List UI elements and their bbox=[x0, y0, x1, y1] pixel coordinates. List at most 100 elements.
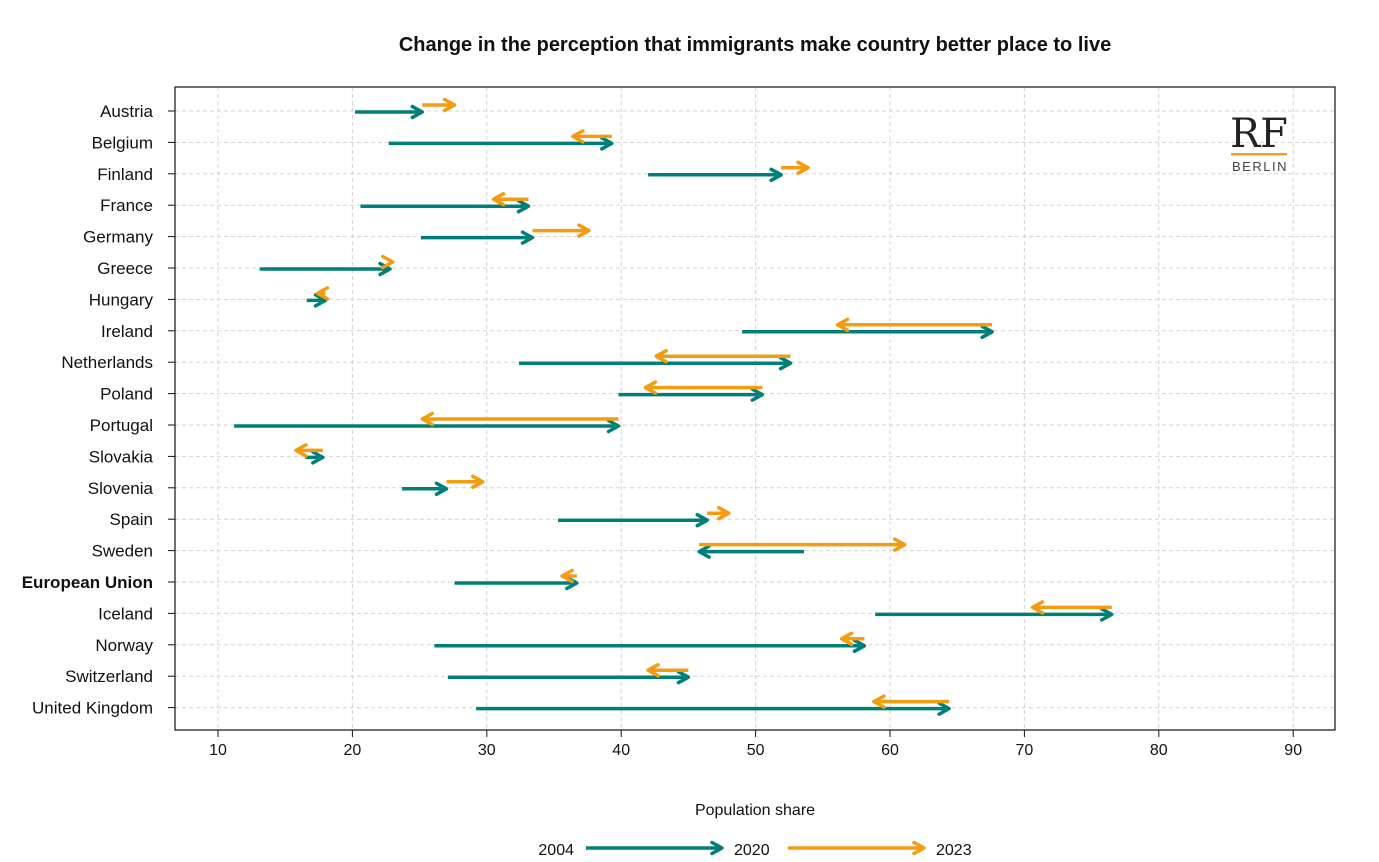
arrow-2020-2023-belgium-head bbox=[571, 129, 585, 144]
arrow-2004-2020-ireland-head bbox=[980, 324, 994, 340]
x-tick-label-90: 90 bbox=[1284, 742, 1302, 759]
arrow-2004-2020-france-head bbox=[516, 198, 531, 214]
arrow-2020-2023-spain bbox=[707, 505, 731, 521]
plot-frame bbox=[174, 86, 1336, 731]
arrow-2004-2020-united-kingdom-head bbox=[937, 701, 951, 716]
arrow-2020-2023-european-union bbox=[560, 568, 577, 584]
y-tick-label-portugal: Portugal bbox=[90, 416, 153, 435]
arrow-2004-2020-slovenia bbox=[402, 481, 449, 497]
arrow-2004-2020-finland-head bbox=[769, 167, 783, 183]
legend-arrow-teal-head bbox=[710, 840, 724, 856]
y-tick-label-netherlands: Netherlands bbox=[61, 353, 153, 372]
y-tick-label-united-kingdom: United Kingdom bbox=[32, 699, 153, 718]
x-tick-label-80: 80 bbox=[1150, 742, 1168, 759]
arrow-2020-2023-greece bbox=[380, 254, 395, 270]
arrow-2004-2020-poland-head bbox=[750, 387, 765, 402]
arrow-2020-2023-norway-head bbox=[839, 631, 854, 647]
arrow-2020-2023-switzerland-head bbox=[646, 662, 660, 678]
arrow-2004-2020-slovenia-head bbox=[434, 481, 449, 497]
y-tick-label-slovenia: Slovenia bbox=[88, 479, 154, 498]
legend-label-2023: 2023 bbox=[936, 842, 972, 859]
x-tick-label-20: 20 bbox=[344, 742, 362, 759]
y-tick-label-spain: Spain bbox=[110, 510, 153, 529]
legend-label-2020: 2020 bbox=[734, 842, 770, 859]
arrow-2004-2020-austria bbox=[355, 104, 425, 120]
arrow-2020-2023-sweden bbox=[699, 537, 907, 552]
arrow-2004-2020-france bbox=[360, 198, 531, 214]
arrow-2020-2023-slovenia bbox=[446, 474, 485, 490]
x-tick-label-10: 10 bbox=[209, 742, 227, 759]
y-tick-label-germany: Germany bbox=[83, 228, 153, 247]
y-tick-label-norway: Norway bbox=[95, 636, 153, 655]
arrow-2020-2023-united-kingdom bbox=[872, 694, 950, 709]
arrow-2004-2020-spain-head bbox=[695, 512, 709, 528]
arrow-2020-2023-finland bbox=[781, 160, 810, 176]
arrow-2004-2020-poland bbox=[618, 387, 765, 402]
arrow-2004-2020-european-union bbox=[454, 575, 579, 591]
arrow-series bbox=[234, 97, 1114, 716]
arrow-2004-2020-sweden-head bbox=[697, 544, 711, 559]
arrow-2020-2023-ireland bbox=[835, 317, 993, 333]
logo-rf-text: RF bbox=[1230, 111, 1288, 157]
arrow-2020-2023-netherlands-head bbox=[654, 348, 668, 364]
grid bbox=[175, 87, 1335, 730]
arrow-2004-2020-greece bbox=[259, 261, 392, 277]
arrow-2004-2020-ireland bbox=[742, 324, 994, 340]
legend-arrow-2020-2023 bbox=[788, 840, 926, 856]
arrow-2020-2023-spain-head bbox=[716, 505, 731, 521]
legend-label-2004: 2004 bbox=[538, 842, 574, 859]
legend-arrow-orange-head bbox=[912, 840, 926, 856]
arrow-2020-2023-portugal bbox=[420, 411, 619, 427]
arrow-2004-2020-sweden bbox=[697, 544, 804, 559]
arrow-2020-2023-sweden-head bbox=[893, 537, 907, 552]
arrow-2020-2023-belgium bbox=[571, 129, 612, 144]
arrow-2004-2020-spain bbox=[558, 512, 709, 528]
y-tick-label-switzerland: Switzerland bbox=[65, 667, 153, 686]
y-tick-label-iceland: Iceland bbox=[98, 604, 153, 623]
y-tick-label-sweden: Sweden bbox=[92, 542, 153, 561]
y-tick-label-belgium: Belgium bbox=[92, 133, 153, 152]
x-tick-label-40: 40 bbox=[612, 742, 630, 759]
arrow-2020-2023-slovakia bbox=[294, 443, 323, 458]
arrow-2020-2023-greece-head bbox=[380, 254, 395, 270]
x-tick-label-50: 50 bbox=[747, 742, 765, 759]
x-tick-label-70: 70 bbox=[1016, 742, 1034, 759]
y-tick-label-european-union: European Union bbox=[22, 573, 153, 592]
x-axis: 10 20 30 40 50 60 70 80 90 bbox=[209, 730, 1302, 759]
arrow-2004-2020-portugal bbox=[234, 418, 621, 434]
x-tick-label-60: 60 bbox=[881, 742, 899, 759]
arrow-2020-2023-france-head bbox=[491, 191, 506, 207]
legend-arrow-orange bbox=[788, 840, 926, 856]
y-tick-label-hungary: Hungary bbox=[89, 290, 154, 309]
arrow-2004-2020-austria-head bbox=[410, 104, 425, 120]
arrow-2020-2023-iceland bbox=[1030, 600, 1112, 615]
arrow-2004-2020-germany bbox=[420, 230, 535, 245]
x-axis-label: Population share bbox=[695, 802, 815, 819]
chart-title: Change in the perception that immigrants… bbox=[399, 34, 1111, 56]
arrow-2020-2023-germany-head bbox=[577, 223, 591, 238]
x-tick-label-30: 30 bbox=[478, 742, 496, 759]
arrow-2020-2023-poland bbox=[643, 380, 763, 395]
arrow-2004-2020-germany-head bbox=[520, 230, 535, 245]
arrow-2020-2023-hungary-head bbox=[315, 286, 330, 301]
arrow-2004-2020-switzerland-head bbox=[676, 669, 691, 685]
arrow-2004-2020-finland bbox=[648, 167, 783, 183]
y-tick-label-poland: Poland bbox=[100, 385, 153, 404]
arrow-2004-2020-hungary-head bbox=[313, 293, 328, 308]
arrow-2004-2020-iceland bbox=[875, 607, 1114, 622]
arrow-2004-2020-slovakia-head bbox=[311, 450, 325, 465]
arrow-2020-2023-poland-head bbox=[643, 380, 658, 395]
arrow-2004-2020-iceland-head bbox=[1100, 607, 1114, 622]
arrow-2020-2023-slovakia-head bbox=[294, 443, 308, 458]
arrow-2004-2020-switzerland bbox=[447, 669, 691, 685]
legend-arrow-teal bbox=[586, 840, 724, 856]
y-tick-label-ireland: Ireland bbox=[101, 322, 153, 341]
arrow-2004-2020-belgium bbox=[388, 136, 614, 151]
arrow-2004-2020-portugal-head bbox=[606, 418, 621, 434]
logo-accent-bar bbox=[1231, 153, 1287, 156]
legend-arrow-2004-2020 bbox=[586, 840, 724, 856]
arrow-2004-2020-netherlands bbox=[519, 355, 793, 371]
arrow-2020-2023-france bbox=[491, 191, 529, 207]
logo-berlin-text: BERLIN bbox=[1232, 159, 1288, 174]
arrow-2020-2023-hungary bbox=[315, 286, 330, 301]
